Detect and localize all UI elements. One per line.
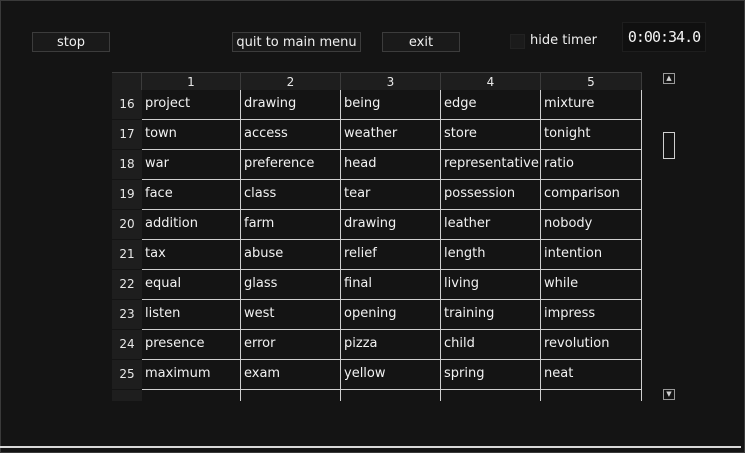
word-cell[interactable] (441, 390, 541, 401)
word-cell[interactable]: living (441, 270, 541, 300)
word-cell[interactable]: listen (142, 300, 241, 330)
scrollbar-thumb[interactable] (663, 132, 675, 159)
word-cell[interactable]: store (441, 120, 541, 150)
row-number: 20 (112, 210, 142, 239)
word-cell[interactable]: weather (341, 120, 441, 150)
word-grid: 1 2 3 4 5 16 project drawing being edge mixture 17 t… (112, 72, 642, 401)
row-number: 17 (112, 120, 142, 149)
word-cell[interactable]: leather (441, 210, 541, 240)
word-cell[interactable]: opening (341, 300, 441, 330)
grid-row: 20 addition farm drawing leather nobody (112, 210, 642, 240)
word-cell[interactable]: war (142, 150, 241, 180)
word-cell[interactable]: revolution (541, 330, 642, 360)
hide-timer-label: hide timer (530, 33, 597, 48)
column-header-3: 3 (341, 72, 441, 90)
grid-corner (112, 72, 142, 90)
word-cell[interactable]: child (441, 330, 541, 360)
word-cell[interactable]: possession (441, 180, 541, 210)
word-cell[interactable]: error (241, 330, 341, 360)
word-cell[interactable]: training (441, 300, 541, 330)
row-number: 24 (112, 330, 142, 359)
word-cell[interactable]: intention (541, 240, 642, 270)
grid-row: 22 equal glass final living while (112, 270, 642, 300)
word-cell[interactable]: preference (241, 150, 341, 180)
scroll-up-icon[interactable]: ▲ (663, 73, 675, 84)
word-cell[interactable]: west (241, 300, 341, 330)
word-cell[interactable]: town (142, 120, 241, 150)
word-cell[interactable]: ratio (541, 150, 642, 180)
word-cell[interactable]: project (142, 90, 241, 120)
timer-display: 0:00:34.0 (622, 22, 706, 52)
grid-row: 25 maximum exam yellow spring neat (112, 360, 642, 390)
word-cell[interactable]: impress (541, 300, 642, 330)
word-cell[interactable]: tonight (541, 120, 642, 150)
word-cell[interactable]: being (341, 90, 441, 120)
word-cell[interactable]: presence (142, 330, 241, 360)
word-cell[interactable] (241, 390, 341, 401)
word-cell[interactable] (341, 390, 441, 401)
hide-timer-checkbox[interactable] (510, 34, 525, 49)
word-cell[interactable]: drawing (341, 210, 441, 240)
column-header-5: 5 (541, 72, 642, 90)
word-cell[interactable]: relief (341, 240, 441, 270)
grid-row-partial (112, 390, 642, 401)
word-cell[interactable]: pizza (341, 330, 441, 360)
grid-row: 23 listen west opening training impress (112, 300, 642, 330)
word-cell[interactable]: addition (142, 210, 241, 240)
word-cell[interactable]: drawing (241, 90, 341, 120)
grid-row: 21 tax abuse relief length intention (112, 240, 642, 270)
quit-to-main-menu-button[interactable]: quit to main menu (232, 32, 361, 52)
row-number: 16 (112, 90, 142, 119)
grid-row: 16 project drawing being edge mixture (112, 90, 642, 120)
word-cell[interactable]: equal (142, 270, 241, 300)
column-header-4: 4 (441, 72, 541, 90)
stop-button[interactable]: stop (32, 32, 110, 52)
grid-row: 17 town access weather store tonight (112, 120, 642, 150)
grid-row: 19 face class tear possession comparison (112, 180, 642, 210)
row-number: 25 (112, 360, 142, 389)
word-cell[interactable]: tear (341, 180, 441, 210)
column-header-2: 2 (241, 72, 341, 90)
exit-button[interactable]: exit (382, 32, 460, 52)
word-cell[interactable]: tax (142, 240, 241, 270)
row-number: 21 (112, 240, 142, 269)
word-cell[interactable] (541, 390, 642, 401)
grid-row: 18 war preference head representative ratio (112, 150, 642, 180)
word-cell[interactable]: class (241, 180, 341, 210)
word-cell[interactable]: head (341, 150, 441, 180)
word-cell[interactable]: representative (441, 150, 541, 180)
word-cell[interactable]: exam (241, 360, 341, 390)
word-cell[interactable]: farm (241, 210, 341, 240)
row-number: 23 (112, 300, 142, 329)
word-cell[interactable]: final (341, 270, 441, 300)
word-cell[interactable]: spring (441, 360, 541, 390)
word-cell[interactable]: comparison (541, 180, 642, 210)
scroll-down-icon[interactable]: ▼ (663, 389, 675, 400)
column-header-1: 1 (142, 72, 241, 90)
word-cell[interactable]: glass (241, 270, 341, 300)
word-cell[interactable]: abuse (241, 240, 341, 270)
row-number: 18 (112, 150, 142, 179)
row-number: 22 (112, 270, 142, 299)
word-cell[interactable]: edge (441, 90, 541, 120)
row-number (112, 390, 142, 401)
row-number: 19 (112, 180, 142, 209)
word-cell[interactable] (142, 390, 241, 401)
word-cell[interactable]: length (441, 240, 541, 270)
word-cell[interactable]: face (142, 180, 241, 210)
word-cell[interactable]: yellow (341, 360, 441, 390)
word-cell[interactable]: nobody (541, 210, 642, 240)
word-cell[interactable]: while (541, 270, 642, 300)
word-cell[interactable]: neat (541, 360, 642, 390)
grid-row: 24 presence error pizza child revolution (112, 330, 642, 360)
word-cell[interactable]: maximum (142, 360, 241, 390)
bottom-divider (0, 446, 741, 448)
word-cell[interactable]: mixture (541, 90, 642, 120)
word-cell[interactable]: access (241, 120, 341, 150)
